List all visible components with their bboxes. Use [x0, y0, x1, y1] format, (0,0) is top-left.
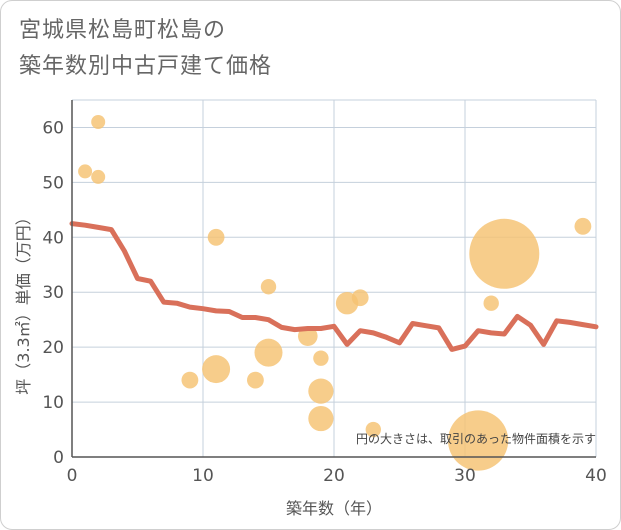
bubble-point: [469, 218, 540, 289]
bubble-point: [448, 410, 509, 471]
bubble-point: [574, 217, 592, 235]
bubble-point: [78, 164, 93, 179]
trend-series: [69, 221, 599, 352]
chart-title: 宮城県松島町松島の 築年数別中古戸建て価格: [19, 13, 272, 85]
bubble-point: [308, 405, 334, 432]
bubble-point: [351, 289, 369, 307]
y-tick-label: 60: [42, 118, 64, 138]
x-tick-label: 40: [585, 466, 607, 486]
y-tick-label: 10: [42, 393, 64, 413]
y-tick-label: 30: [42, 283, 64, 303]
y-tick-label: 0: [53, 448, 64, 468]
bubble-point: [313, 350, 329, 366]
bubble-point: [308, 378, 334, 404]
x-tick-label: 0: [67, 466, 78, 486]
x-tick-label: 20: [323, 466, 345, 486]
bubble-point: [247, 371, 264, 389]
bubble-point: [202, 355, 231, 384]
bubble-point: [91, 169, 106, 184]
bubble-point: [207, 228, 225, 246]
bubble-point: [254, 338, 283, 367]
axes: [71, 100, 596, 458]
tick-labels: 0 10 20 30 40 0 10 20 30 40 50 60: [42, 118, 606, 486]
bubble-point: [181, 371, 199, 389]
chart-title-line-1: 宮城県松島町松島の: [19, 18, 227, 43]
y-axis-label: 坪（3.3㎡）単価（万円）: [14, 209, 33, 394]
bubble-series: [78, 114, 592, 471]
bubble-point: [483, 295, 499, 311]
chart-title-line-2: 築年数別中古戸建て価格: [19, 54, 273, 79]
x-tick-label: 30: [454, 466, 476, 486]
y-tick-label: 50: [42, 173, 64, 193]
x-axis-label: 築年数（年）: [286, 499, 382, 518]
x-tick-label: 10: [192, 466, 214, 486]
bubble-point: [365, 421, 381, 438]
bubble-point: [91, 114, 106, 129]
y-tick-label: 20: [42, 338, 64, 358]
y-tick-label: 40: [42, 228, 64, 248]
trend-line: [69, 221, 599, 352]
bubble-size-note: 円の大きさは、取引のあった物件面積を示す: [356, 431, 596, 446]
bubble-point: [260, 279, 277, 295]
